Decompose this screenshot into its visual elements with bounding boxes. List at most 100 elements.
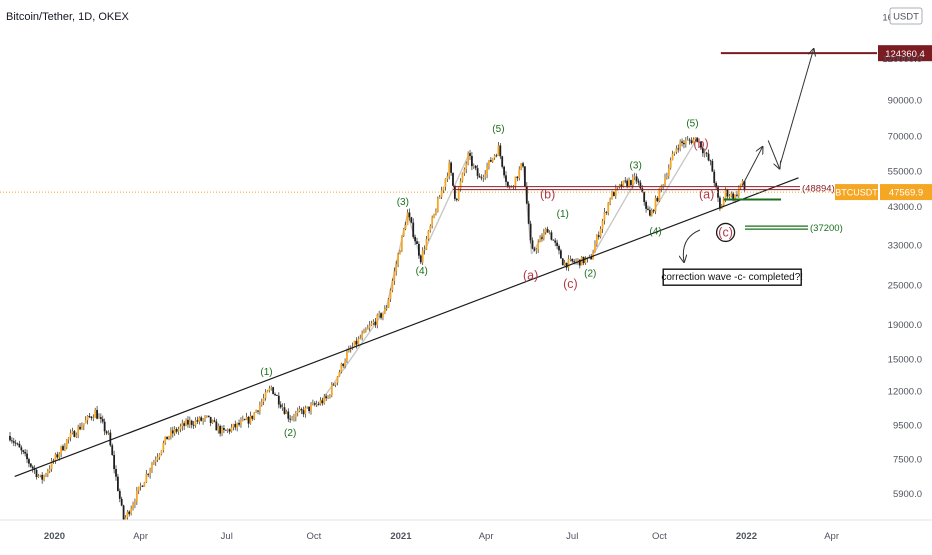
candle-body	[181, 423, 184, 427]
candle-body	[707, 153, 710, 161]
candle-body	[671, 153, 674, 161]
candle-body	[151, 464, 153, 470]
candle-body	[518, 169, 521, 178]
candle	[537, 239, 540, 254]
candle	[506, 181, 509, 189]
candle-body	[347, 348, 350, 352]
candle	[113, 450, 116, 474]
candle	[29, 462, 32, 468]
candle-body	[385, 307, 388, 309]
candle-body	[353, 340, 356, 347]
candle-body	[302, 410, 305, 415]
wave-label: (a)	[523, 268, 538, 282]
candle	[321, 397, 324, 406]
candle	[302, 406, 305, 418]
candle	[311, 399, 314, 406]
candle	[245, 412, 248, 421]
candle-body	[262, 397, 265, 402]
candle-body	[255, 410, 258, 413]
candle	[28, 457, 30, 468]
candle-body	[550, 232, 553, 240]
currency-badge	[889, 7, 923, 25]
candle-body	[486, 166, 488, 175]
candle-body	[219, 425, 222, 434]
candle	[453, 185, 456, 202]
candle	[467, 151, 470, 166]
candle-body	[705, 152, 708, 154]
candle-body	[249, 415, 252, 424]
candle	[488, 159, 490, 170]
candle-body	[241, 419, 244, 421]
candle	[408, 208, 411, 221]
candle	[478, 173, 481, 178]
candle-body	[204, 416, 206, 420]
candle-body	[431, 217, 434, 227]
candle	[81, 422, 83, 430]
candle-body	[461, 173, 464, 182]
candle-body	[472, 165, 475, 167]
candle-body	[561, 258, 564, 266]
candle	[152, 459, 155, 466]
candle-body	[580, 256, 583, 266]
candle	[363, 328, 365, 334]
candle	[255, 409, 258, 413]
candle	[737, 185, 740, 198]
candle-body	[444, 178, 447, 188]
candle-body	[684, 140, 687, 145]
candle-body	[29, 463, 32, 467]
x-tick-label: 2020	[44, 531, 65, 542]
candle-body	[145, 473, 148, 483]
candle-body	[516, 176, 519, 178]
candle-body	[73, 431, 76, 437]
candle	[677, 144, 680, 153]
candle	[630, 179, 632, 187]
wave-label: (a)	[699, 188, 714, 202]
candle-body	[315, 403, 318, 405]
candle	[605, 210, 608, 216]
candle	[423, 245, 426, 255]
candle-body	[395, 264, 398, 272]
candle-body	[650, 210, 653, 216]
candle-body	[630, 180, 632, 186]
candle	[46, 468, 49, 478]
candle-body	[664, 177, 666, 185]
candle	[63, 443, 66, 452]
candle	[65, 438, 68, 450]
y-tick-label: 90000.0	[888, 95, 922, 106]
candle-body	[609, 199, 612, 203]
candle-body	[376, 314, 379, 326]
candle-body	[499, 145, 502, 157]
wave-label: (4)	[416, 266, 428, 277]
candle-body	[317, 403, 320, 405]
candle	[736, 190, 738, 198]
candle-body	[304, 407, 307, 415]
candle	[272, 386, 275, 395]
candle-body	[71, 431, 74, 434]
candle-body	[552, 239, 555, 241]
candle	[190, 419, 193, 429]
candle-body	[115, 469, 117, 477]
candle	[425, 236, 428, 251]
candle	[544, 227, 547, 235]
candle-body	[283, 407, 286, 414]
candle-body	[491, 158, 494, 162]
candle-body	[289, 418, 292, 420]
candle-body	[734, 194, 736, 200]
candle	[151, 461, 153, 474]
candle-body	[624, 180, 627, 182]
candle-body	[276, 395, 278, 396]
candle-body	[187, 419, 189, 425]
candle	[262, 393, 265, 406]
candle	[624, 177, 627, 184]
candle	[711, 158, 714, 172]
candle	[82, 423, 85, 431]
candle-body	[50, 460, 53, 470]
wave-label: (b)	[540, 188, 555, 202]
candle-body	[342, 363, 345, 366]
candle	[673, 151, 676, 156]
candle	[50, 458, 53, 472]
y-tick-label: 25000.0	[888, 281, 922, 292]
candle-body	[94, 409, 97, 418]
candle-body	[719, 197, 721, 209]
